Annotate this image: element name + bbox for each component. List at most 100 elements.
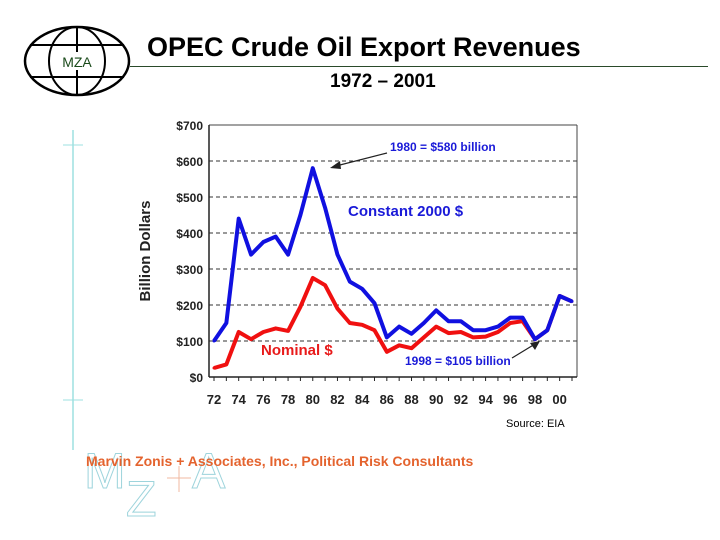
decorative-side-lines (63, 130, 83, 450)
y-tick-label: $0 (190, 371, 204, 385)
svg-text:M: M (84, 443, 126, 499)
data-point (237, 330, 241, 334)
x-tick-label: 86 (380, 392, 394, 407)
y-tick-label: $700 (176, 119, 203, 133)
data-point (471, 328, 475, 332)
data-point (348, 321, 352, 325)
page-subtitle: 1972 – 2001 (330, 71, 436, 92)
x-tick-label: 94 (478, 392, 493, 407)
data-point (348, 280, 352, 284)
x-tick-label: 98 (528, 392, 542, 407)
mza-globe-logo: MZA (23, 25, 131, 97)
annotation-arrow-1998 (511, 343, 536, 359)
data-point (335, 307, 339, 311)
x-tick-label: 84 (355, 392, 370, 407)
mza-watermark-logo: M Z A (84, 443, 227, 521)
x-tick-label: 00 (552, 392, 566, 407)
data-point (570, 299, 574, 303)
x-tick-label: 92 (454, 392, 468, 407)
data-point (484, 335, 488, 339)
x-tick-label: 80 (306, 392, 320, 407)
data-point (311, 166, 315, 170)
arrow-head-icon (330, 161, 341, 169)
data-point (496, 330, 500, 334)
data-point (385, 335, 389, 339)
data-point (459, 319, 463, 323)
data-point (372, 301, 376, 305)
data-point (397, 343, 401, 347)
title-divider (130, 66, 708, 67)
y-tick-label: $600 (176, 155, 203, 169)
data-point (422, 335, 426, 339)
x-tick-label: 90 (429, 392, 443, 407)
data-point (249, 337, 253, 341)
data-point (459, 330, 463, 334)
data-point (496, 325, 500, 329)
data-point (360, 287, 364, 291)
x-tick-label: 82 (330, 392, 344, 407)
y-axis-label: Billion Dollars (137, 201, 154, 302)
data-point (261, 330, 265, 334)
data-point (286, 253, 290, 257)
data-point (274, 235, 278, 239)
data-point (410, 332, 414, 336)
data-point (397, 325, 401, 329)
data-point (212, 339, 216, 343)
data-point (385, 350, 389, 354)
annotation-arrow-1980 (335, 152, 388, 167)
data-point (471, 335, 475, 339)
annotation-1998-low: 1998 = $105 billion (405, 354, 511, 368)
data-point (335, 253, 339, 257)
data-point (311, 276, 315, 280)
series-line-constant-2000 (212, 166, 573, 343)
x-tick-label: 72 (207, 392, 221, 407)
x-tick-label: 96 (503, 392, 517, 407)
data-point (422, 321, 426, 325)
svg-text:Z: Z (126, 471, 157, 520)
data-point (434, 308, 438, 312)
arrow-head-icon (530, 341, 540, 350)
annotation-1980-peak: 1980 = $580 billion (390, 140, 496, 154)
series-label-constant: Constant 2000 $ (348, 203, 464, 220)
data-point (545, 328, 549, 332)
data-point (508, 316, 512, 320)
page-title: OPEC Crude Oil Export Revenues (147, 32, 581, 62)
data-point (224, 362, 228, 366)
data-point (372, 328, 376, 332)
y-tick-label: $300 (176, 263, 203, 277)
x-tick-label: 76 (256, 392, 270, 407)
y-tick-label: $500 (176, 191, 203, 205)
data-point (447, 319, 451, 323)
data-point (237, 217, 241, 221)
x-tick-label: 74 (231, 392, 246, 407)
data-point (360, 323, 364, 327)
series-line-nominal (213, 276, 573, 370)
data-point (323, 206, 327, 210)
data-point (447, 331, 451, 335)
company-footer: Marvin Zonis + Associates, Inc., Politic… (86, 453, 474, 469)
data-point (298, 305, 302, 309)
data-point (323, 283, 327, 287)
y-tick-label: $100 (176, 335, 203, 349)
data-point (533, 337, 537, 341)
data-point (434, 325, 438, 329)
data-point (261, 240, 265, 244)
svg-text:MZA: MZA (62, 54, 92, 70)
data-point (286, 329, 290, 333)
series-label-nominal: Nominal $ (261, 342, 333, 359)
x-tick-label: 78 (281, 392, 295, 407)
data-point (484, 328, 488, 332)
svg-text:A: A (192, 443, 226, 499)
data-point (249, 253, 253, 257)
data-point (224, 321, 228, 325)
data-point (298, 213, 302, 217)
data-point (521, 316, 525, 320)
data-point (212, 366, 216, 370)
data-point (410, 346, 414, 350)
data-point (558, 294, 562, 298)
source-note: Source: EIA (506, 418, 565, 430)
y-tick-label: $400 (176, 227, 203, 241)
y-tick-label: $200 (176, 299, 203, 313)
